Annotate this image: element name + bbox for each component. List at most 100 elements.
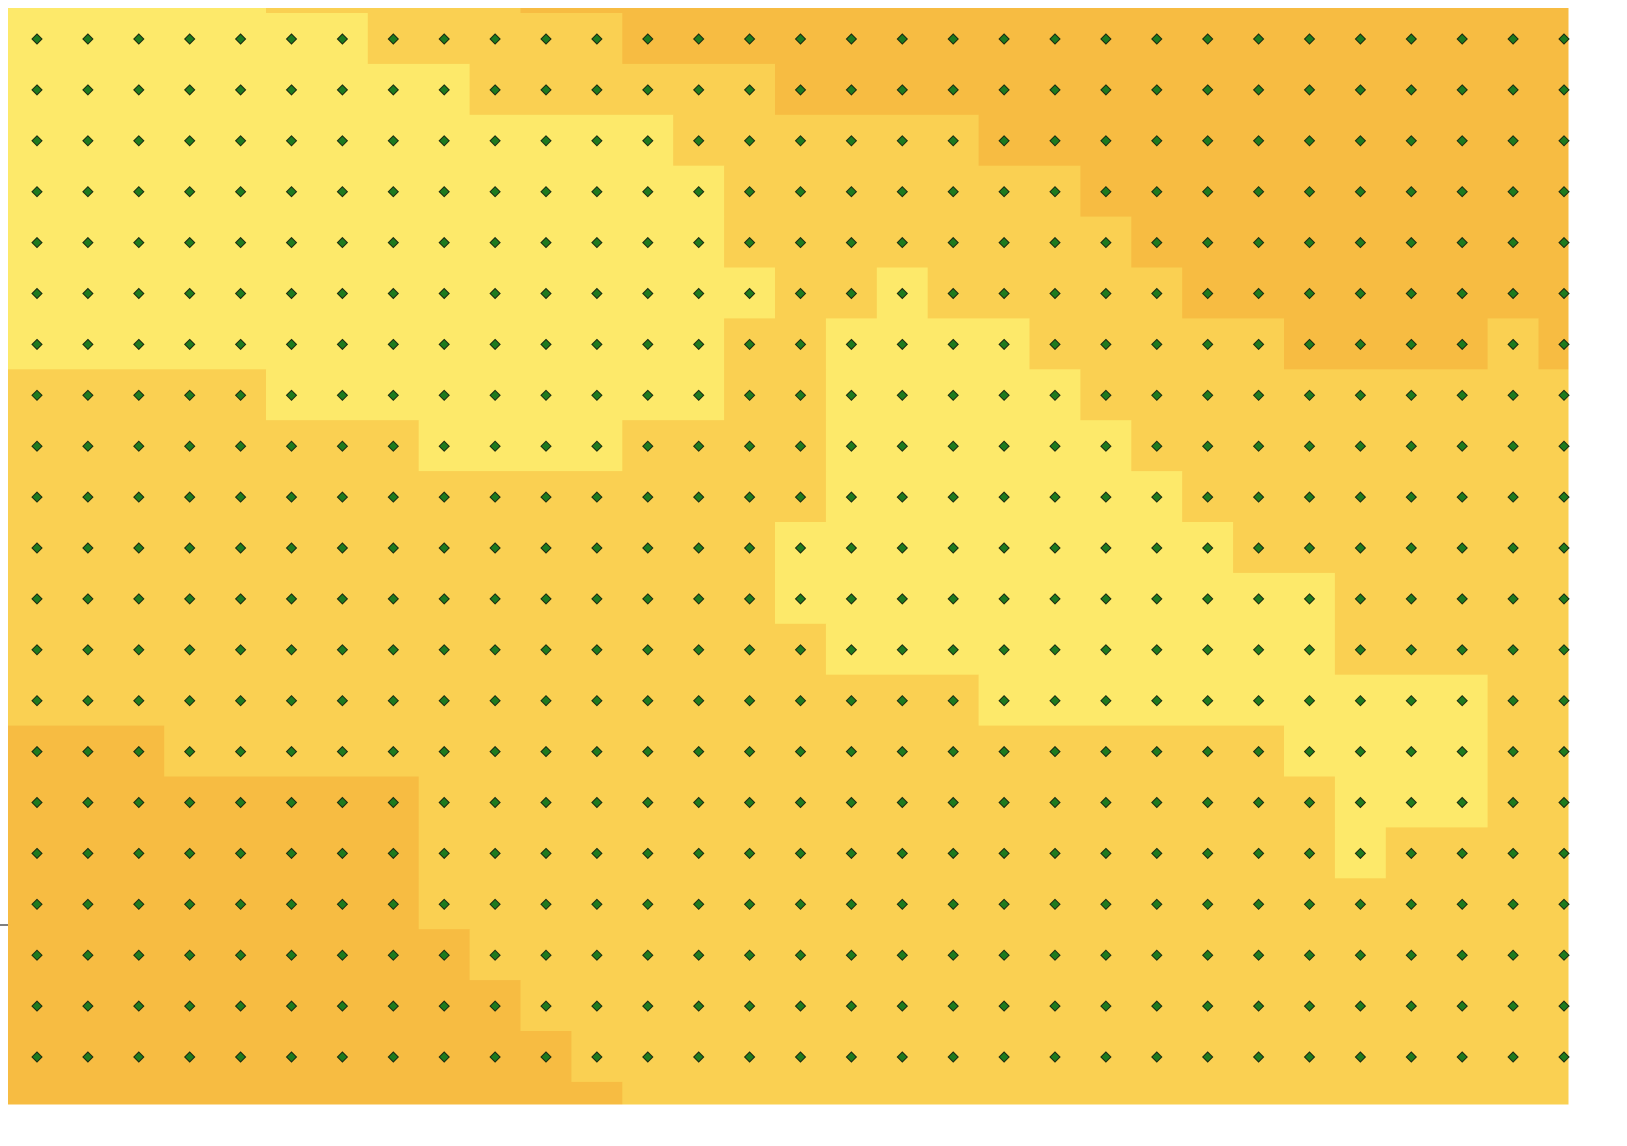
sample-point — [1049, 1051, 1061, 1063]
sample-point — [336, 644, 349, 656]
sample-point — [82, 593, 94, 605]
sample-point — [82, 84, 94, 96]
sample-point — [845, 287, 858, 300]
sample-point — [285, 847, 298, 860]
sample-point — [489, 389, 501, 402]
raster-cell — [825, 623, 1336, 676]
sample-point — [31, 185, 43, 198]
sample-point — [743, 745, 756, 758]
sample-point — [845, 593, 858, 605]
sample-point — [133, 135, 145, 147]
sample-point — [285, 1000, 298, 1012]
sample-point — [1354, 542, 1367, 554]
sample-point — [540, 796, 552, 809]
sample-point — [1456, 236, 1468, 249]
sample-point — [387, 491, 400, 503]
sample-point — [1151, 796, 1163, 809]
raster-cell — [1131, 420, 1569, 472]
sample-point — [1405, 694, 1418, 707]
sample-point — [1507, 847, 1519, 860]
sample-point — [1354, 440, 1367, 452]
raster-cell — [164, 725, 1285, 777]
sample-point — [133, 796, 145, 809]
sample-point — [1252, 84, 1265, 96]
sample-point — [1405, 847, 1418, 860]
raster-cell — [1334, 572, 1569, 625]
sample-point — [1507, 389, 1519, 402]
sample-point — [1151, 185, 1163, 198]
raster-cell — [1131, 216, 1569, 268]
sample-point — [438, 491, 450, 503]
sample-point — [947, 338, 959, 351]
sample-point — [82, 1000, 94, 1012]
sample-point — [845, 33, 858, 45]
sample-point — [183, 898, 196, 911]
raster-cell — [520, 8, 1569, 14]
raster-cell — [8, 216, 725, 268]
sample-point — [489, 644, 501, 656]
sample-point — [133, 389, 145, 402]
sample-point — [31, 440, 43, 452]
sample-point — [1456, 1000, 1468, 1012]
sample-point — [285, 389, 298, 402]
sample-point — [1100, 491, 1112, 503]
sample-point — [183, 949, 196, 961]
sample-point — [998, 185, 1010, 198]
sample-point — [1456, 745, 1468, 758]
sample-point — [540, 440, 552, 452]
sample-point — [692, 949, 705, 961]
sample-point — [285, 338, 298, 351]
sample-point — [1558, 1000, 1570, 1012]
sample-point — [845, 236, 858, 249]
sample-point — [285, 236, 298, 249]
sample-point — [896, 1000, 909, 1012]
sample-point — [82, 847, 94, 860]
sample-point — [947, 1051, 959, 1063]
sample-point — [692, 287, 705, 300]
sample-point — [285, 694, 298, 707]
sample-point — [845, 898, 858, 911]
sample-point — [743, 644, 756, 656]
sample-point — [794, 135, 807, 147]
sample-point — [1049, 593, 1061, 605]
sample-point — [1201, 135, 1214, 147]
sample-point — [489, 135, 501, 147]
sample-point — [31, 949, 43, 961]
sample-point — [336, 440, 349, 452]
sample-point — [82, 949, 94, 961]
sample-point — [1151, 542, 1163, 554]
sample-point — [438, 542, 450, 554]
sample-point — [438, 1000, 450, 1012]
sample-point — [336, 491, 349, 503]
sample-point — [1252, 745, 1265, 758]
sample-point — [591, 898, 603, 911]
sample-point — [947, 644, 959, 656]
sample-point — [947, 847, 959, 860]
sample-point — [285, 84, 298, 96]
sample-point — [1049, 644, 1061, 656]
sample-point — [642, 593, 654, 605]
sample-point — [896, 287, 909, 300]
sample-point — [540, 33, 552, 45]
sample-point — [1201, 1051, 1214, 1063]
sample-point — [183, 542, 196, 554]
sample-point — [1456, 949, 1468, 961]
sample-point — [692, 1000, 705, 1012]
sample-point — [896, 898, 909, 911]
sample-point — [1151, 847, 1163, 860]
sample-point — [642, 1000, 654, 1012]
sample-point — [1354, 185, 1367, 198]
sample-point — [489, 949, 501, 961]
sample-point — [540, 236, 552, 249]
sample-point — [234, 491, 247, 503]
sample-point — [794, 1000, 807, 1012]
sample-point — [1201, 644, 1214, 656]
sample-point — [183, 236, 196, 249]
sample-point — [998, 796, 1010, 809]
sample-point — [31, 593, 43, 605]
sample-point — [1100, 440, 1112, 452]
sample-point — [540, 694, 552, 707]
sample-point — [1049, 542, 1061, 554]
sample-point — [1354, 898, 1367, 911]
sample-point — [489, 1051, 501, 1063]
